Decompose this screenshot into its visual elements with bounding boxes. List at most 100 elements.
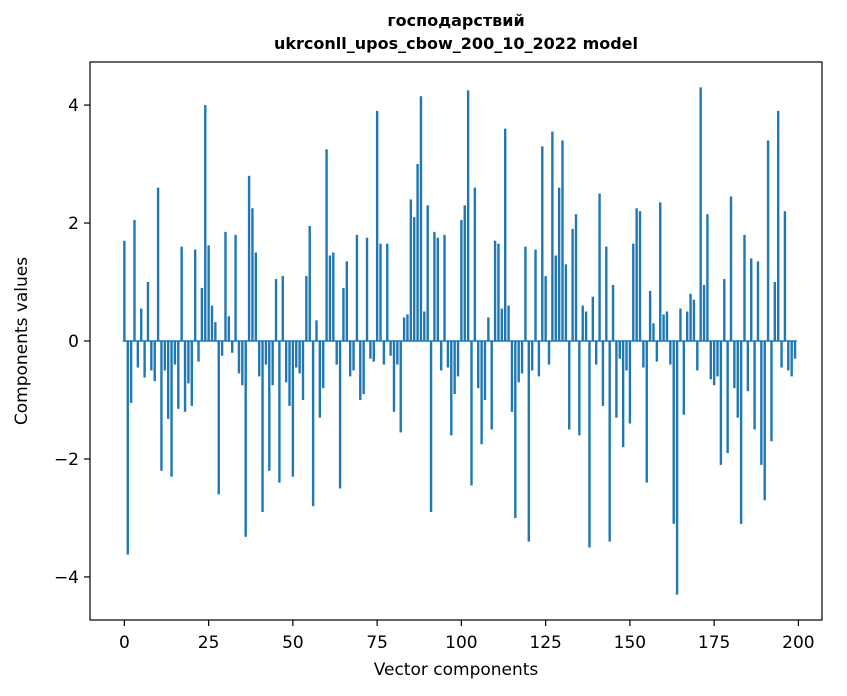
bar xyxy=(638,211,642,341)
bar xyxy=(332,252,335,341)
x-tick-label: 50 xyxy=(282,633,304,653)
bar xyxy=(780,341,783,368)
bar xyxy=(793,341,797,359)
bar xyxy=(760,341,763,465)
bar xyxy=(295,341,298,368)
bar xyxy=(527,341,530,542)
bar xyxy=(204,105,207,341)
bar xyxy=(642,341,645,368)
bar xyxy=(268,341,271,471)
bar xyxy=(477,341,480,389)
bar xyxy=(234,234,237,341)
bar xyxy=(392,341,396,412)
bar xyxy=(662,314,665,341)
bar xyxy=(156,187,160,341)
bar xyxy=(264,341,268,365)
bar xyxy=(160,341,163,471)
bar xyxy=(564,264,568,341)
bar xyxy=(541,146,544,341)
bar xyxy=(220,341,224,356)
bar xyxy=(254,252,258,341)
plot-spines xyxy=(89,61,823,621)
bar xyxy=(237,341,241,374)
bar xyxy=(369,341,372,359)
bar xyxy=(288,341,291,406)
bar xyxy=(625,341,628,371)
bar xyxy=(487,317,490,341)
bar xyxy=(524,246,527,341)
bar xyxy=(652,323,655,341)
y-tick-label: −4 xyxy=(54,568,79,588)
bar xyxy=(493,240,497,341)
bar xyxy=(733,341,736,389)
bar xyxy=(770,341,773,442)
bar xyxy=(568,341,571,430)
bar xyxy=(389,341,392,356)
bar xyxy=(257,341,261,377)
bar xyxy=(197,341,200,362)
bar xyxy=(726,341,729,454)
bar xyxy=(551,131,554,341)
bar xyxy=(669,341,672,365)
bar xyxy=(659,202,662,341)
bar xyxy=(274,279,278,341)
chart-title: господарствий ukrconll_upos_cbow_200_10_… xyxy=(90,9,822,55)
bar xyxy=(443,234,446,341)
bar xyxy=(675,341,679,595)
bar xyxy=(696,341,699,371)
bar xyxy=(355,234,359,341)
bar xyxy=(787,341,790,371)
bar xyxy=(537,341,541,377)
bar xyxy=(416,164,419,341)
x-axis-label: Vector components xyxy=(373,660,539,680)
bar xyxy=(746,341,750,392)
bar xyxy=(483,341,487,400)
bar xyxy=(382,341,386,365)
bar xyxy=(530,341,534,371)
bar xyxy=(766,140,770,341)
bar xyxy=(406,314,409,341)
bar xyxy=(450,341,453,436)
bar xyxy=(574,214,578,341)
bar xyxy=(460,220,463,341)
bar xyxy=(140,308,143,341)
bar xyxy=(214,322,217,341)
bar xyxy=(466,90,470,341)
bar xyxy=(342,287,345,341)
bar xyxy=(328,255,332,341)
bar xyxy=(278,341,281,483)
bar xyxy=(601,341,605,406)
bar xyxy=(170,341,173,477)
bar xyxy=(571,228,574,341)
bar xyxy=(706,214,709,341)
bar xyxy=(433,231,436,341)
bar xyxy=(305,276,308,341)
bar xyxy=(429,341,433,513)
bar xyxy=(605,246,608,341)
bar xyxy=(685,311,689,341)
bar xyxy=(648,290,652,341)
bar xyxy=(672,341,675,524)
bar xyxy=(679,308,682,341)
bar xyxy=(500,308,504,341)
bar xyxy=(453,341,456,395)
bar xyxy=(439,341,443,371)
x-tick-label: 75 xyxy=(366,633,388,653)
bar xyxy=(584,311,588,341)
bar xyxy=(352,341,355,371)
bar xyxy=(183,341,187,412)
bar xyxy=(635,208,638,341)
x-tick-label: 175 xyxy=(698,633,730,653)
bar xyxy=(776,110,780,342)
bar xyxy=(739,341,743,524)
bar xyxy=(362,341,365,395)
chart-title-line1: господарствий xyxy=(387,11,525,30)
bar xyxy=(402,317,406,341)
bar xyxy=(177,341,180,409)
x-tick-label: 25 xyxy=(198,633,220,653)
bar xyxy=(423,311,426,341)
bar xyxy=(335,341,338,365)
bar xyxy=(554,255,557,341)
bar xyxy=(743,234,746,341)
bar xyxy=(227,316,231,341)
